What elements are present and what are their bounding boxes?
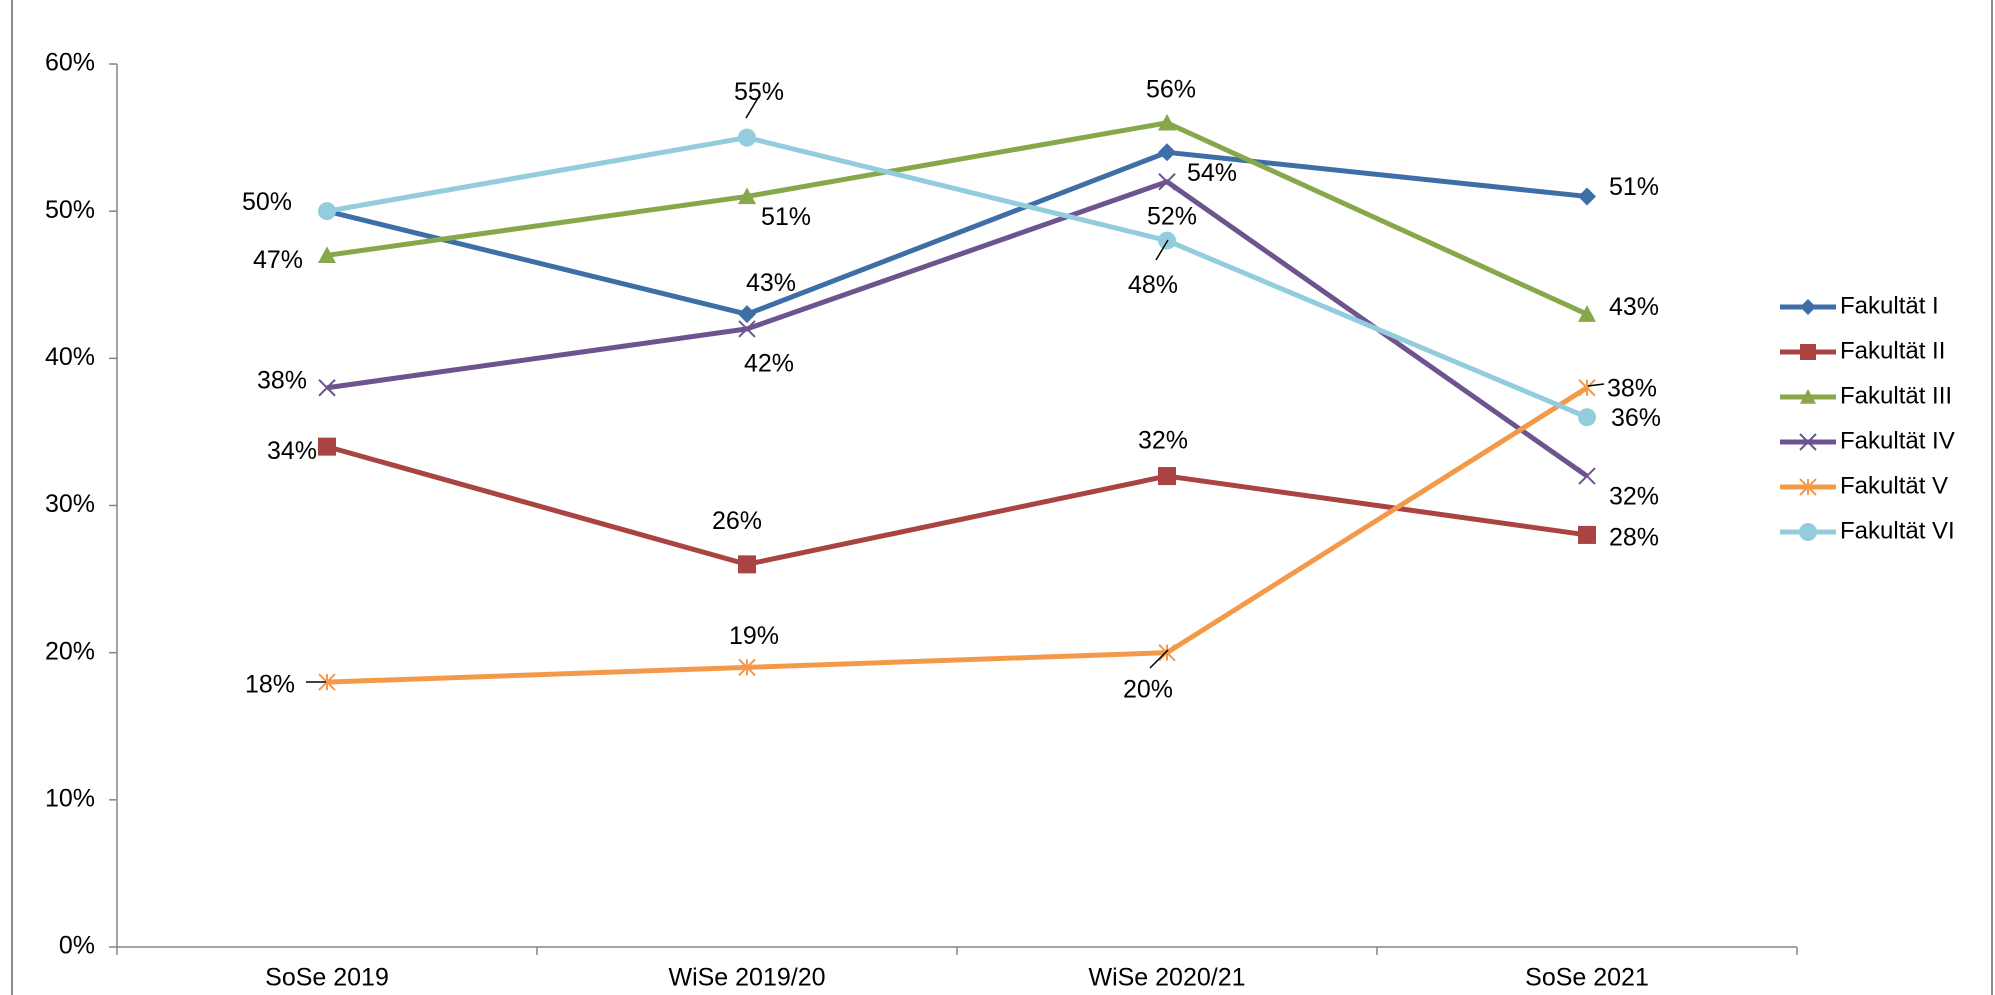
legend-label: Fakultät II	[1840, 337, 1945, 364]
data-point	[738, 320, 756, 338]
data-label: 52%	[1147, 202, 1197, 230]
data-point	[738, 555, 756, 574]
series-line-1	[326, 149, 1588, 317]
data-point	[1578, 467, 1596, 485]
data-point	[1158, 173, 1176, 191]
data-label: 55%	[734, 78, 784, 106]
legend-marker	[1800, 389, 1816, 404]
data-label: 38%	[257, 366, 307, 394]
data-label: 43%	[1609, 293, 1659, 321]
series-line-6	[326, 135, 1588, 420]
data-point	[1578, 379, 1596, 397]
data-point	[738, 658, 756, 677]
legend-marker	[1800, 344, 1816, 360]
data-label: 42%	[744, 350, 794, 378]
data-label: 28%	[1609, 524, 1659, 552]
data-point	[738, 305, 756, 324]
chart-frame	[11, 0, 1993, 995]
legend-label: Fakultät V	[1840, 472, 1948, 499]
label-leader-line	[745, 97, 759, 119]
data-point	[1158, 643, 1176, 662]
legend-marker	[1799, 523, 1817, 541]
data-label: 20%	[1123, 675, 1173, 703]
legend-label: Fakultät VI	[1840, 517, 1955, 544]
y-tick-label: 40%	[45, 343, 95, 371]
legend-label: Fakultät III	[1840, 382, 1952, 409]
legend-item: Fakultät IV	[1780, 427, 1955, 454]
y-tick-label: 60%	[45, 49, 95, 77]
x-tick-label: WiSe 2020/21	[1088, 964, 1245, 992]
data-point	[1578, 305, 1596, 322]
x-tick-label: WiSe 2019/20	[668, 964, 825, 992]
x-tick-label: SoSe 2019	[265, 964, 389, 992]
legend-item: Fakultät I	[1780, 292, 1939, 319]
data-label: 47%	[253, 246, 303, 274]
data-point	[1158, 143, 1176, 162]
data-label: 54%	[1187, 159, 1237, 187]
legend-item: Fakultät II	[1780, 337, 1945, 364]
legend-label: Fakultät I	[1840, 292, 1939, 319]
data-label: 32%	[1138, 427, 1188, 455]
data-point	[318, 673, 336, 691]
data-point	[318, 202, 336, 221]
legend: Fakultät I Fakultät II Fakultät III Fakultä…	[1780, 292, 1955, 544]
legend-item: Fakultät III	[1780, 382, 1952, 409]
data-point	[1158, 113, 1176, 131]
data-label: 48%	[1128, 271, 1178, 299]
data-label: 56%	[1146, 75, 1196, 103]
legend-item: Fakultät VI	[1780, 517, 1955, 544]
data-point	[318, 379, 336, 397]
data-label: 18%	[245, 671, 295, 699]
data-label: 36%	[1611, 404, 1661, 432]
data-point	[738, 128, 756, 147]
legend-item: Fakultät V	[1780, 472, 1948, 499]
label-leader-line	[1155, 239, 1169, 261]
data-label: 51%	[1609, 173, 1659, 201]
data-label: 26%	[712, 507, 762, 535]
label-leader-line	[1587, 383, 1605, 387]
data-label: 34%	[267, 437, 317, 465]
y-tick-label: 20%	[45, 637, 95, 665]
data-label: 50%	[242, 188, 292, 216]
data-point	[318, 437, 336, 456]
series-line-5	[326, 385, 1589, 685]
series-markers	[318, 113, 1596, 691]
data-label: 43%	[746, 269, 796, 297]
data-point	[1158, 467, 1176, 486]
x-tick-label: SoSe 2021	[1525, 964, 1649, 992]
axes: 0% 10% 20% 30% 40% 50% 60% SoSe 2019 WiSe 2019/2…	[45, 49, 1798, 992]
data-point	[738, 187, 756, 205]
legend-marker	[1800, 299, 1816, 315]
series-line-3	[326, 120, 1589, 317]
series-line-2	[326, 444, 1588, 567]
label-leader-line	[1149, 649, 1169, 669]
data-point	[1578, 525, 1596, 544]
legend-marker	[1799, 478, 1817, 496]
y-tick-label: 10%	[45, 784, 95, 812]
data-label: 38%	[1607, 374, 1657, 402]
y-tick-label: 0%	[59, 932, 95, 960]
y-tick-label: 50%	[45, 196, 95, 224]
data-labels: 43% 54% 51% 34% 26% 32% 28% 47% 51% 56% 43% 38% 42% 5…	[242, 75, 1661, 703]
series-lines	[326, 120, 1589, 685]
data-point	[1578, 187, 1596, 206]
data-label: 32%	[1609, 483, 1659, 511]
data-label: 51%	[761, 203, 811, 231]
data-point	[1578, 408, 1596, 427]
legend-label: Fakultät IV	[1840, 427, 1955, 454]
data-point	[318, 246, 336, 263]
data-label: 19%	[729, 622, 779, 650]
legend-marker	[1799, 433, 1817, 451]
y-tick-label: 30%	[45, 490, 95, 518]
